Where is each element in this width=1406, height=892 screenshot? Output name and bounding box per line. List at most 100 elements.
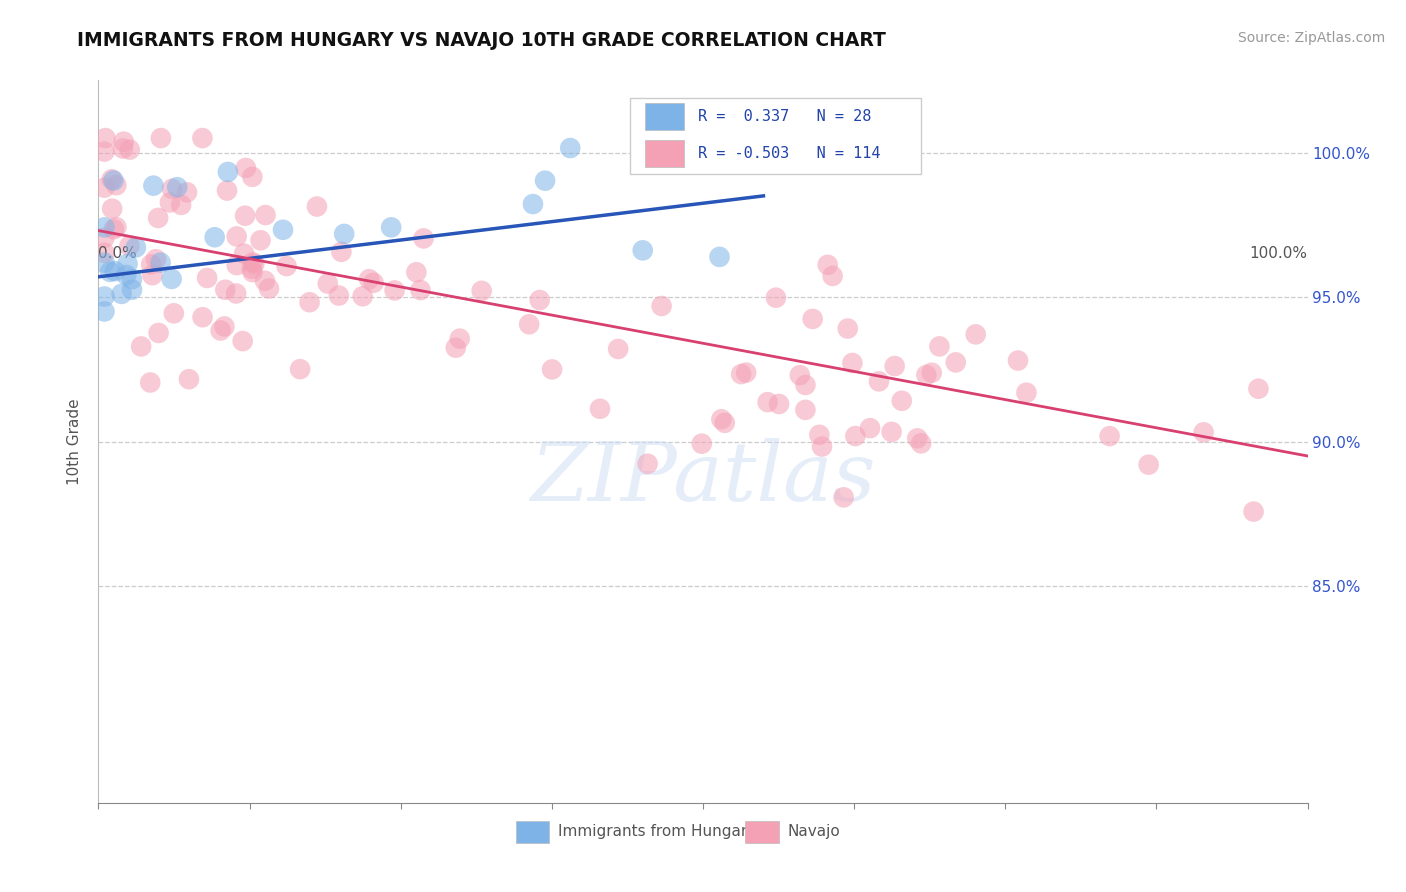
Text: Source: ZipAtlas.com: Source: ZipAtlas.com xyxy=(1237,31,1385,45)
Point xyxy=(98,265,121,279)
Point xyxy=(905,431,928,445)
Point xyxy=(883,359,905,373)
Point xyxy=(965,327,987,342)
Point xyxy=(195,271,218,285)
Point xyxy=(690,436,713,450)
Point xyxy=(103,173,125,187)
Point xyxy=(821,268,844,283)
Point xyxy=(103,222,125,236)
Point xyxy=(1247,382,1270,396)
Point xyxy=(93,180,115,194)
Point xyxy=(100,172,122,186)
Point xyxy=(271,223,294,237)
Point xyxy=(288,362,311,376)
Point xyxy=(789,368,811,383)
Point xyxy=(330,244,353,259)
Point xyxy=(159,195,181,210)
Point xyxy=(163,306,186,320)
Point xyxy=(242,265,264,279)
Text: ZIPatlas: ZIPatlas xyxy=(530,438,876,517)
Point xyxy=(305,200,328,214)
Point xyxy=(254,208,277,222)
Point xyxy=(217,165,239,179)
Point xyxy=(225,229,247,244)
Point xyxy=(841,356,863,370)
Point xyxy=(890,393,912,408)
Point xyxy=(257,281,280,295)
Point xyxy=(880,425,903,439)
Point xyxy=(534,174,557,188)
Point xyxy=(249,233,271,247)
Point xyxy=(522,197,544,211)
Point xyxy=(298,295,321,310)
Point xyxy=(444,341,467,355)
Point xyxy=(328,288,350,302)
Point xyxy=(235,161,257,175)
Point xyxy=(728,139,751,153)
Point xyxy=(801,312,824,326)
Point xyxy=(405,265,427,279)
Text: 100.0%: 100.0% xyxy=(1250,246,1308,261)
Point xyxy=(160,272,183,286)
Point xyxy=(118,239,141,253)
Point xyxy=(316,277,339,291)
Point xyxy=(844,429,866,443)
Point xyxy=(409,283,432,297)
Point xyxy=(1137,458,1160,472)
Point xyxy=(105,178,128,193)
Point xyxy=(145,252,167,267)
Point xyxy=(240,169,263,184)
Point xyxy=(146,211,169,225)
Point xyxy=(735,366,758,380)
Point xyxy=(93,231,115,245)
Point xyxy=(730,367,752,381)
Point xyxy=(412,231,434,245)
Point xyxy=(225,286,247,301)
Point xyxy=(101,202,124,216)
Point xyxy=(141,257,163,271)
Point xyxy=(93,256,115,270)
Point xyxy=(868,375,890,389)
Point xyxy=(240,261,263,276)
Point xyxy=(149,131,172,145)
Point xyxy=(191,131,214,145)
Point xyxy=(276,259,298,273)
Point xyxy=(1098,429,1121,443)
Point xyxy=(637,457,659,471)
Point xyxy=(449,332,471,346)
Text: R =  0.337   N = 28: R = 0.337 N = 28 xyxy=(699,109,872,124)
Point xyxy=(560,141,582,155)
Point xyxy=(253,274,276,288)
Point xyxy=(768,397,790,411)
Text: Immigrants from Hungary: Immigrants from Hungary xyxy=(558,824,756,839)
Point xyxy=(93,289,115,303)
Point xyxy=(177,372,200,386)
Point xyxy=(915,368,938,382)
Point xyxy=(93,245,115,260)
Point xyxy=(243,257,266,271)
Point xyxy=(214,283,236,297)
FancyBboxPatch shape xyxy=(516,821,550,843)
FancyBboxPatch shape xyxy=(630,98,921,174)
Point xyxy=(110,286,132,301)
Point xyxy=(170,198,193,212)
Point xyxy=(204,230,226,244)
Point xyxy=(859,421,882,435)
Point xyxy=(125,240,148,254)
Point xyxy=(93,145,115,159)
Point xyxy=(93,220,115,235)
FancyBboxPatch shape xyxy=(645,103,683,130)
Point xyxy=(148,326,170,340)
Point xyxy=(141,268,163,283)
Point xyxy=(191,310,214,325)
Point xyxy=(176,186,198,200)
Point xyxy=(794,403,817,417)
Point xyxy=(166,180,188,194)
Point xyxy=(910,436,932,450)
Point xyxy=(142,178,165,193)
Point xyxy=(242,255,264,269)
Point xyxy=(541,362,564,376)
Point xyxy=(1192,425,1215,440)
Point xyxy=(112,135,135,149)
Point xyxy=(139,376,162,390)
